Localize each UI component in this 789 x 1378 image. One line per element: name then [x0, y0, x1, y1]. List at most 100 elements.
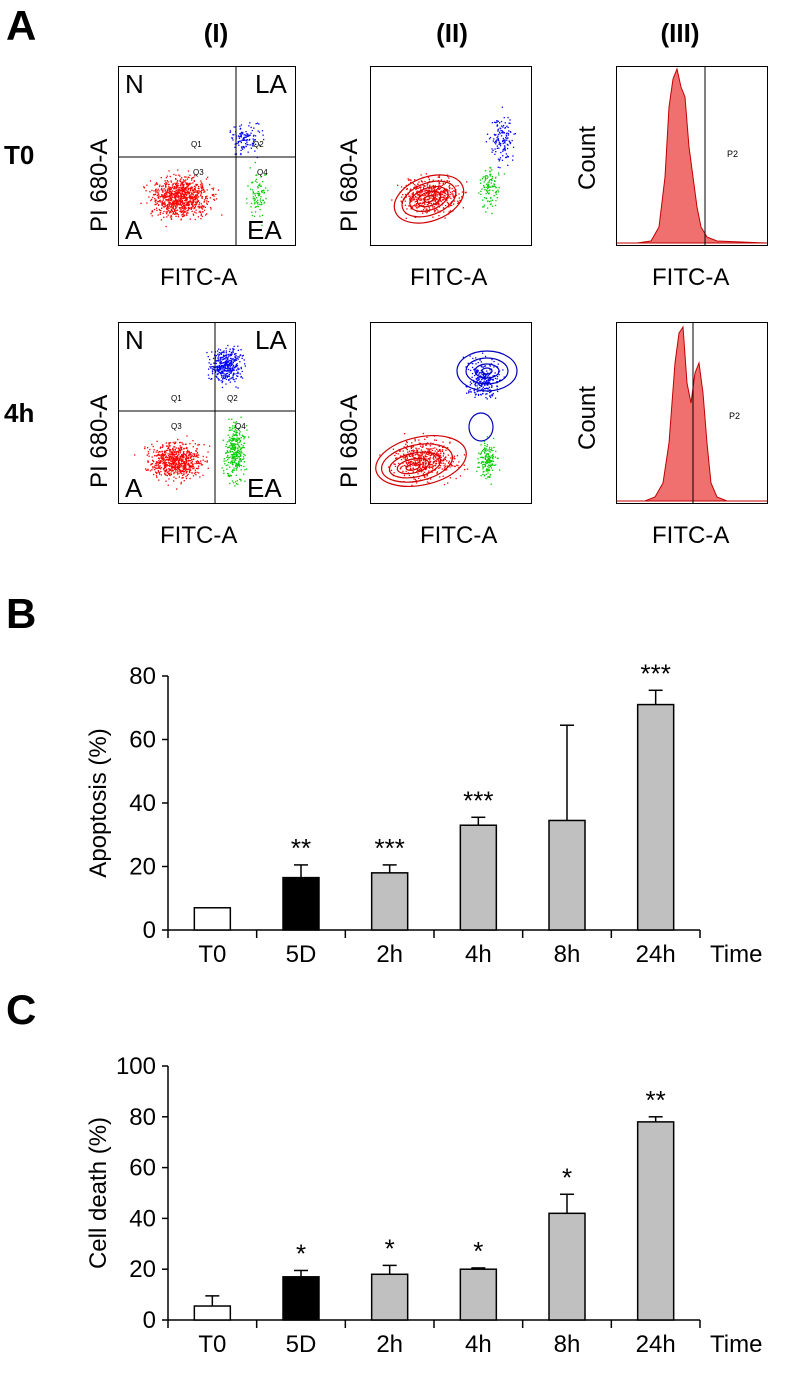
scatter-dot [187, 449, 189, 451]
scatter-dot [427, 190, 429, 192]
scatter-dot [184, 467, 186, 470]
scatter-dot [252, 196, 254, 198]
scatter-dot [181, 477, 183, 479]
scatter-dot [191, 196, 193, 198]
scatter-dot [422, 432, 424, 435]
scatter-dot [250, 132, 252, 134]
scatter-dot [234, 481, 237, 483]
scatter-dot [159, 465, 161, 467]
scatter-dot [172, 456, 175, 459]
scatter-dot [160, 210, 162, 212]
scatter-dot [443, 468, 445, 470]
scatter-dot [432, 216, 434, 218]
scatter-dot [430, 442, 432, 444]
xlabel-fitc-hist-4h: FITC-A [652, 522, 730, 549]
scatter-dot [428, 470, 430, 472]
scatter-dot [198, 185, 200, 188]
scatter-dot [477, 378, 479, 380]
scatter-dot [193, 204, 196, 206]
scatter-dot [162, 456, 164, 458]
scatter-dot [408, 460, 410, 462]
scatter-dot [241, 434, 244, 436]
scatter-dot [192, 467, 194, 469]
scatter-dot [453, 190, 455, 192]
scatter-dot [430, 460, 432, 463]
scatter-dot [158, 195, 160, 197]
scatter-dot [417, 183, 419, 186]
scatter-dot [170, 197, 172, 199]
x-tick-label: 24h [636, 941, 676, 968]
scatter-dot [472, 357, 474, 360]
scatter-dot [183, 214, 186, 217]
scatter-dot [241, 355, 243, 357]
scatter-dot [238, 144, 240, 146]
scatter-dot [194, 205, 197, 208]
scatter-dot [405, 447, 407, 450]
scatter-dot [411, 207, 414, 209]
scatter-dot [257, 191, 259, 193]
scatter-dot [487, 461, 489, 463]
scatter-dot [165, 192, 167, 194]
scatter-dot [183, 207, 186, 210]
scatter-dot [223, 368, 226, 370]
scatter-dot [232, 443, 234, 445]
scatter-dot [486, 445, 488, 448]
scatter-dot [434, 194, 436, 196]
bar-T0 [193, 1305, 232, 1321]
scatter-dot [438, 460, 440, 462]
scatter-dot [420, 199, 423, 201]
scatter-dot [169, 451, 171, 453]
scatter-dot [183, 212, 185, 214]
scatter-dot [172, 204, 175, 206]
scatter-dot [486, 470, 488, 472]
scatter-dot [236, 450, 239, 453]
scatter-dot [166, 199, 168, 201]
scatter-dot [430, 470, 432, 472]
scatter-dot [404, 457, 406, 459]
scatter-dot [439, 455, 442, 457]
scatter-dot [225, 350, 227, 352]
scatter-dot [419, 463, 421, 466]
scatter-dot [446, 189, 449, 191]
scatter-dot [174, 213, 176, 215]
scatter-dot [223, 350, 225, 352]
scatter-dot [228, 364, 230, 366]
scatter-dot [230, 377, 233, 379]
scatter-dot [220, 367, 222, 369]
scatter-dot [179, 180, 181, 182]
scatter-dot [494, 372, 496, 374]
scatter-dot [170, 467, 172, 469]
scatter-dot [432, 454, 434, 456]
scatter-dot [153, 208, 156, 211]
scatter-dot [239, 125, 241, 127]
scatter-dot [451, 204, 453, 207]
scatter-dot [486, 462, 489, 464]
scatter-dot [163, 216, 165, 218]
scatter-dot [169, 449, 171, 451]
scatter-dot [258, 184, 260, 186]
scatter-dot [171, 203, 174, 206]
scatter-dot [152, 196, 154, 199]
scatter-dot [189, 194, 191, 197]
scatter-dot [181, 186, 183, 189]
scatter-dot [481, 456, 483, 458]
scatter-dot [235, 364, 237, 366]
scatter-dot [253, 200, 255, 202]
scatter-dot [236, 440, 238, 442]
scatter-dot [407, 193, 410, 195]
scatter-dot [202, 186, 204, 189]
scatter-dot [171, 196, 174, 198]
scatter-dot [240, 149, 242, 152]
scatter-dot [224, 375, 226, 377]
scatter-dot [200, 213, 202, 215]
scatter-dot [484, 384, 486, 386]
scatter-dot [165, 480, 167, 482]
scatter-dot [230, 442, 232, 445]
scatter-dot [182, 183, 184, 186]
scatter-dot [254, 195, 256, 197]
scatter-dot [192, 194, 194, 196]
scatter-dot [422, 466, 424, 468]
scatter-dot [483, 181, 485, 183]
scatter-dot [160, 457, 162, 459]
scatter-dot [440, 179, 443, 181]
